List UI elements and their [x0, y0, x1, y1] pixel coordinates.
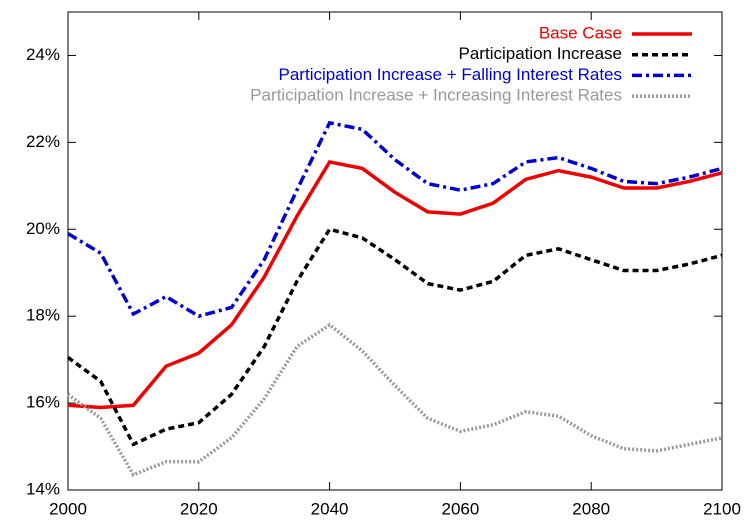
x-tick-label: 2100	[703, 499, 741, 518]
series-line	[66, 322, 723, 477]
y-tick-label: 20%	[26, 219, 60, 238]
y-tick-label: 24%	[26, 45, 60, 64]
x-tick-label: 2040	[311, 499, 349, 518]
legend-label: Participation Increase + Increasing Inte…	[250, 86, 622, 105]
legend-label: Participation Increase	[459, 44, 622, 63]
legend-label: Participation Increase + Falling Interes…	[279, 65, 622, 84]
series-line	[66, 227, 723, 447]
y-tick-label: 16%	[26, 393, 60, 412]
plot-frame	[67, 11, 723, 491]
x-tick-label: 2000	[49, 499, 87, 518]
legend-label: Base Case	[539, 23, 622, 42]
y-tick-label: 14%	[26, 479, 60, 498]
series-line	[67, 159, 723, 410]
y-tick-label: 22%	[26, 132, 60, 151]
x-tick-label: 2080	[572, 499, 610, 518]
x-tick-label: 2060	[441, 499, 479, 518]
x-tick-label: 2020	[180, 499, 218, 518]
y-tick-label: 18%	[26, 306, 60, 325]
series-line	[67, 120, 723, 319]
